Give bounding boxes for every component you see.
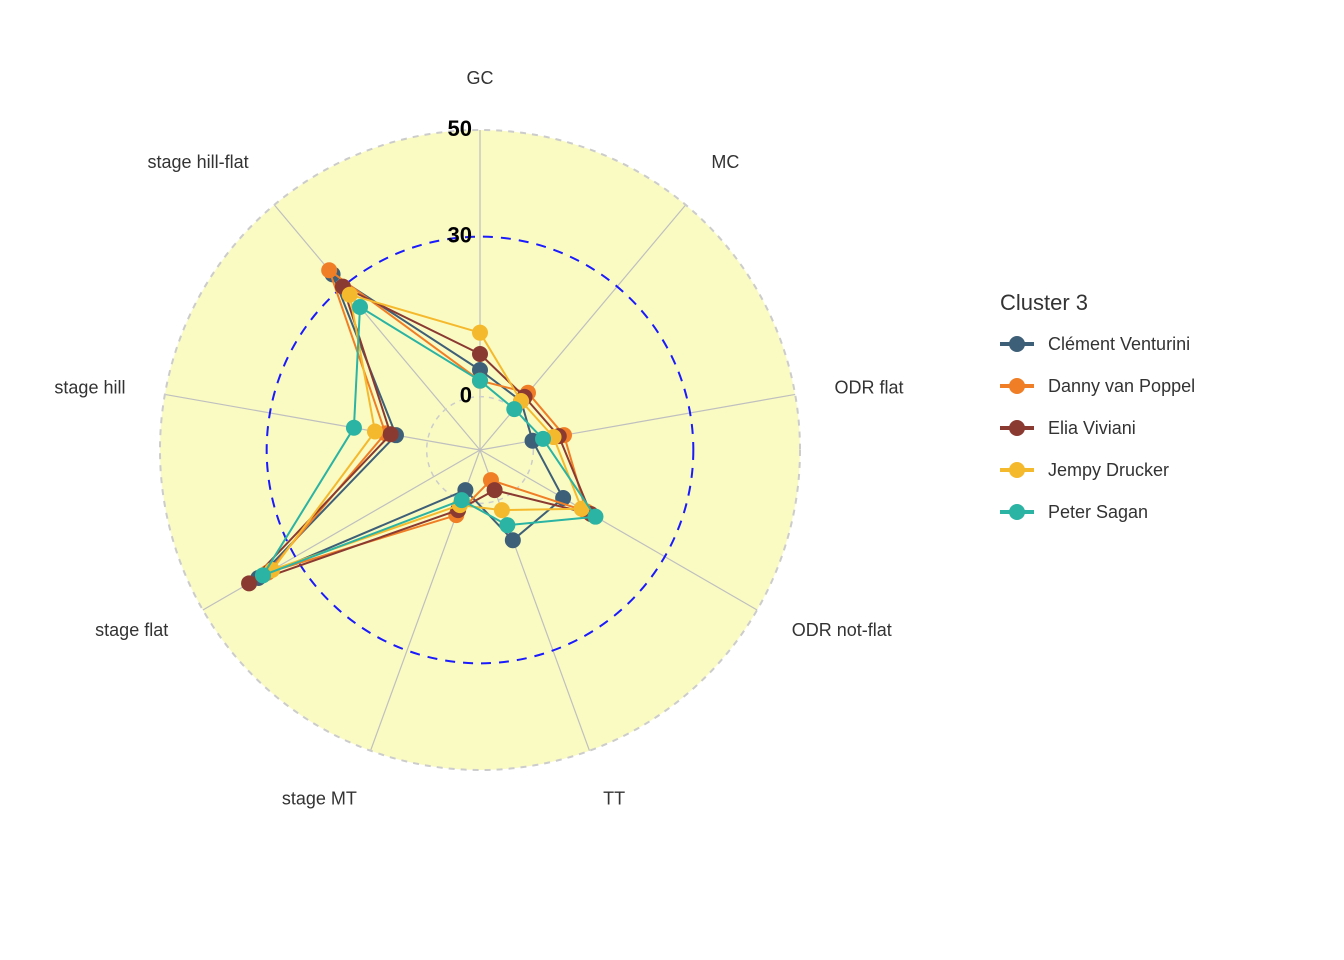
series-marker: [506, 401, 522, 417]
axis-label: stage hill-flat: [148, 152, 249, 172]
series-marker: [342, 287, 358, 303]
legend-label: Jempy Drucker: [1048, 460, 1169, 480]
series-marker: [472, 346, 488, 362]
series-marker: [499, 517, 515, 533]
series-marker: [352, 299, 368, 315]
axis-label: stage hill: [54, 377, 125, 397]
series-marker: [535, 431, 551, 447]
legend-label: Clément Venturini: [1048, 334, 1190, 354]
series-marker: [494, 502, 510, 518]
series-marker: [255, 567, 271, 583]
legend-title: Cluster 3: [1000, 290, 1088, 315]
radial-tick-label: 50: [448, 116, 472, 141]
axis-label: TT: [603, 788, 625, 808]
legend-marker: [1009, 336, 1025, 352]
legend-label: Elia Viviani: [1048, 418, 1136, 438]
legend-label: Peter Sagan: [1048, 502, 1148, 522]
radial-tick-label: 30: [448, 223, 472, 248]
series-marker: [454, 492, 470, 508]
series-marker: [241, 575, 257, 591]
axis-label: stage MT: [282, 788, 357, 808]
legend-marker: [1009, 420, 1025, 436]
series-marker: [383, 426, 399, 442]
axis-label: MC: [711, 152, 739, 172]
series-marker: [472, 325, 488, 341]
legend-label: Danny van Poppel: [1048, 376, 1195, 396]
series-marker: [587, 509, 603, 525]
series-marker: [505, 532, 521, 548]
axis-label: stage flat: [95, 620, 168, 640]
axis-label: GC: [467, 68, 494, 88]
series-marker: [321, 262, 337, 278]
radar-chart-container: 0 30 50 GC MC ODR flat ODR not-flat TT stage MT s…: [0, 0, 1344, 960]
radial-tick-label: 0: [460, 383, 472, 408]
legend-marker: [1009, 462, 1025, 478]
legend-marker: [1009, 504, 1025, 520]
series-marker: [346, 420, 362, 436]
series-marker: [367, 423, 383, 439]
axis-label: ODR not-flat: [792, 620, 892, 640]
radar-chart-svg: 0 30 50 GC MC ODR flat ODR not-flat TT stage MT s…: [0, 0, 1344, 960]
series-marker: [487, 482, 503, 498]
axis-label: ODR flat: [835, 377, 904, 397]
series-marker: [472, 373, 488, 389]
legend-marker: [1009, 378, 1025, 394]
